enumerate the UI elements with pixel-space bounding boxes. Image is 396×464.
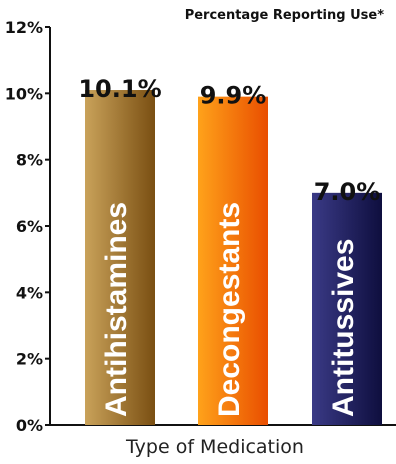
y-tick-label: 8% (16, 151, 43, 170)
category-label: Antitussives (327, 239, 360, 417)
bar-antihistamines (85, 90, 155, 426)
bar-antitussives (312, 192, 382, 425)
data-label: 9.9% (200, 82, 267, 110)
y-tick-label: 10% (5, 84, 43, 103)
y-tick-label: 6% (16, 217, 43, 236)
x-axis-label: Type of Medication (126, 436, 304, 458)
data-label: 10.1% (78, 75, 161, 103)
y-tick-label: 4% (16, 283, 43, 302)
y-tick-label: 0% (16, 416, 43, 435)
y-tick-label: 2% (16, 350, 43, 369)
category-label: Antihistamines (100, 202, 133, 417)
bar-decongestants (198, 96, 268, 426)
y-tick-label: 12% (5, 18, 43, 37)
chart-title: Percentage Reporting Use* (184, 8, 384, 23)
category-label: Decongestants (213, 202, 246, 417)
data-label: 7.0% (314, 178, 381, 206)
